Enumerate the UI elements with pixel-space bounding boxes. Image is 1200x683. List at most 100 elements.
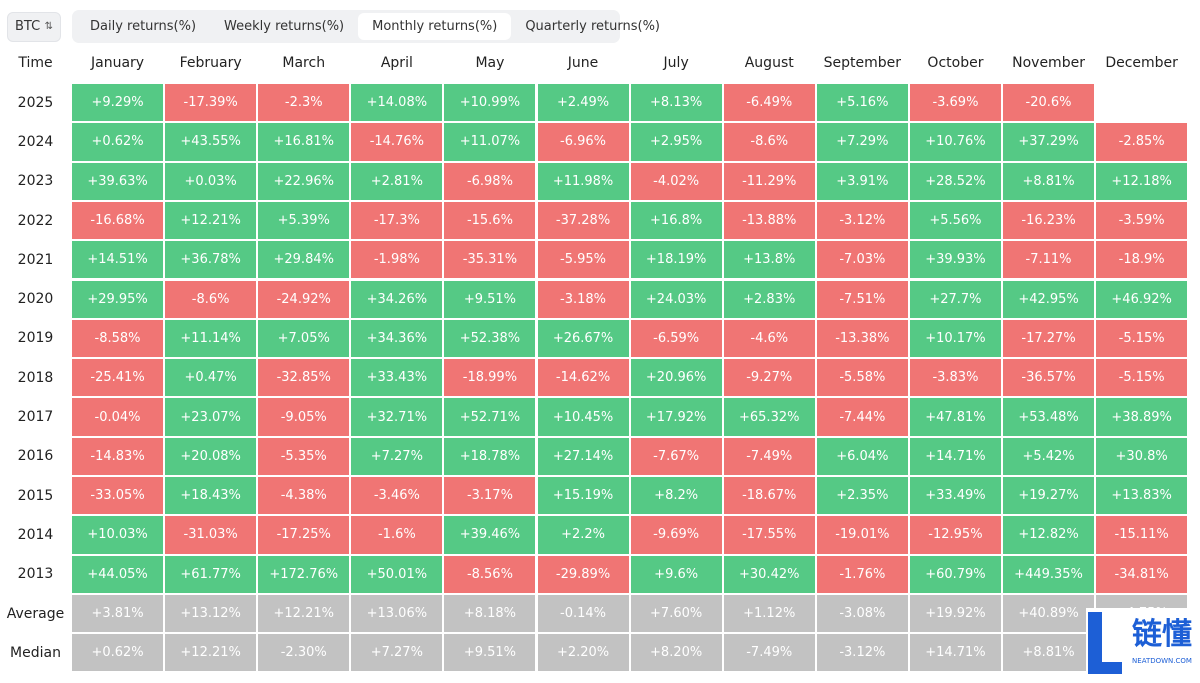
return-cell: +9.51% bbox=[443, 633, 537, 673]
return-cell: +10.03% bbox=[71, 515, 165, 555]
return-cell: +172.76% bbox=[257, 554, 351, 594]
column-header: February bbox=[179, 55, 242, 71]
return-cell: +16.8% bbox=[629, 200, 723, 241]
return-cell: -6.98% bbox=[443, 161, 537, 201]
return-cell: +7.27% bbox=[350, 436, 444, 476]
return-cell: +15.19% bbox=[536, 476, 630, 516]
return-cell: +0.62% bbox=[71, 633, 165, 673]
return-cell: +24.03% bbox=[629, 279, 723, 319]
return-cell: +14.71% bbox=[908, 633, 1002, 673]
return-cell: +1.12% bbox=[722, 593, 816, 634]
return-cell: -3.12% bbox=[815, 200, 909, 241]
return-cell: +13.12% bbox=[164, 593, 258, 634]
asset-selector[interactable]: BTC ⇅ bbox=[7, 12, 61, 42]
return-cell: +36.78% bbox=[164, 240, 258, 280]
return-cell: +32.71% bbox=[350, 397, 444, 437]
column-header: April bbox=[380, 55, 413, 71]
return-cell: -17.27% bbox=[1002, 318, 1096, 359]
return-cell: +60.79% bbox=[908, 554, 1002, 594]
return-cell: -33.05% bbox=[71, 476, 165, 516]
column-header: September bbox=[823, 55, 902, 71]
row-label: 2019 bbox=[17, 330, 54, 347]
return-cell: +52.71% bbox=[443, 397, 537, 437]
row-label: 2022 bbox=[17, 212, 54, 229]
return-cell: -5.15% bbox=[1095, 358, 1189, 398]
return-cell: -34.81% bbox=[1095, 554, 1189, 594]
return-cell: +9.6% bbox=[629, 554, 723, 594]
return-cell: -12.95% bbox=[908, 515, 1002, 555]
return-cell: -9.05% bbox=[257, 397, 351, 437]
column-header: June bbox=[567, 55, 599, 71]
tab[interactable]: Daily returns(%) bbox=[90, 19, 197, 34]
row-label: 2015 bbox=[17, 487, 54, 504]
return-cell: -6.59% bbox=[629, 318, 723, 359]
return-cell: -9.69% bbox=[629, 515, 723, 555]
return-cell: -13.88% bbox=[722, 200, 816, 241]
tab[interactable]: Monthly returns(%) bbox=[358, 13, 512, 40]
return-cell: +18.78% bbox=[443, 436, 537, 476]
return-cell: -14.76% bbox=[350, 122, 444, 162]
tab-bar: Daily returns(%) Weekly returns(%) Monthly… bbox=[72, 10, 660, 43]
return-cell: -3.69% bbox=[908, 83, 1002, 123]
return-cell: +14.71% bbox=[908, 436, 1002, 476]
return-cell: +0.47% bbox=[164, 358, 258, 398]
return-cell: +12.82% bbox=[1002, 515, 1096, 555]
row-label: 2025 bbox=[17, 94, 54, 111]
return-cell: +7.60% bbox=[629, 593, 723, 634]
return-cell: -35.31% bbox=[443, 240, 537, 280]
row-label: 2020 bbox=[17, 291, 54, 308]
return-cell: -17.3% bbox=[350, 200, 444, 241]
return-cell: -7.49% bbox=[722, 633, 816, 673]
return-cell: -3.08% bbox=[815, 593, 909, 634]
return-cell: -5.15% bbox=[1095, 318, 1189, 359]
return-cell: +39.46% bbox=[443, 515, 537, 555]
selector-arrow: ⇅ bbox=[44, 21, 53, 32]
return-cell: +33.43% bbox=[350, 358, 444, 398]
tab[interactable]: Quarterly returns(%) bbox=[525, 19, 661, 34]
return-cell: -8.58% bbox=[71, 318, 165, 359]
row-label: 2017 bbox=[17, 409, 54, 426]
column-header: November bbox=[1012, 55, 1085, 71]
return-cell: +14.08% bbox=[350, 83, 444, 123]
return-cell: -36.57% bbox=[1002, 358, 1096, 398]
column-header: July bbox=[663, 55, 689, 71]
return-cell: +5.42% bbox=[1002, 436, 1096, 476]
return-cell: +7.29% bbox=[815, 122, 909, 162]
return-cell: -25.41% bbox=[71, 358, 165, 398]
return-cell: -7.67% bbox=[629, 436, 723, 476]
return-cell: +13.06% bbox=[350, 593, 444, 634]
return-cell: +3.81% bbox=[71, 593, 165, 634]
return-cell: -3.18% bbox=[536, 279, 630, 319]
return-cell: +37.29% bbox=[1002, 122, 1096, 162]
return-cell: +61.77% bbox=[164, 554, 258, 594]
logo-foot bbox=[1088, 662, 1122, 674]
return-cell: +46.92% bbox=[1095, 279, 1189, 319]
row-label: Average bbox=[6, 605, 65, 622]
column-header: August bbox=[744, 55, 794, 71]
column-header: May bbox=[475, 55, 505, 71]
return-cell: -7.03% bbox=[815, 240, 909, 280]
return-cell: -4.38% bbox=[257, 476, 351, 516]
return-cell: +29.84% bbox=[257, 240, 351, 280]
return-cell: -17.39% bbox=[164, 83, 258, 123]
return-cell: +19.27% bbox=[1002, 476, 1096, 516]
tab[interactable]: Weekly returns(%) bbox=[224, 19, 345, 34]
return-cell: +10.45% bbox=[536, 397, 630, 437]
row-label: 2024 bbox=[17, 133, 54, 150]
return-cell: +39.93% bbox=[908, 240, 1002, 280]
return-cell: -2.30% bbox=[257, 633, 351, 673]
return-cell: -13.38% bbox=[815, 318, 909, 359]
return-cell: +30.42% bbox=[722, 554, 816, 594]
return-cell: -2.3% bbox=[257, 83, 351, 123]
return-cell: -8.56% bbox=[443, 554, 537, 594]
return-cell: -2.85% bbox=[1095, 122, 1189, 162]
return-cell: +18.19% bbox=[629, 240, 723, 280]
return-cell: +8.2% bbox=[629, 476, 723, 516]
return-cell: +50.01% bbox=[350, 554, 444, 594]
return-cell: +5.39% bbox=[257, 200, 351, 241]
return-cell: -3.83% bbox=[908, 358, 1002, 398]
watermark-text: 链懂 bbox=[1132, 617, 1192, 652]
return-cell: +47.81% bbox=[908, 397, 1002, 437]
return-cell: -7.11% bbox=[1002, 240, 1096, 280]
